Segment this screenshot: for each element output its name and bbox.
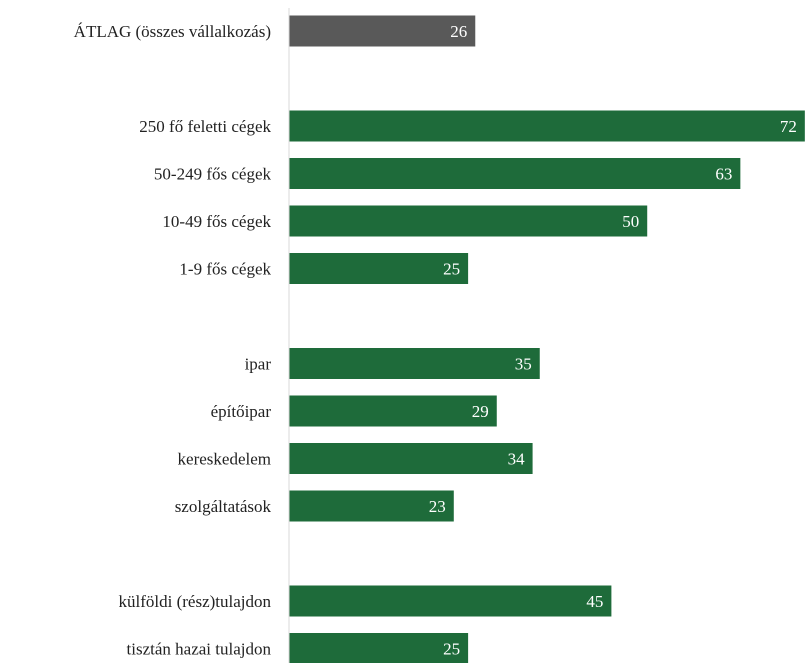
bar-value-label: 23 [429,497,446,516]
bar-value-label: 50 [622,212,639,231]
category-label: 1-9 fős cégek [179,260,271,279]
bar-value-label: 35 [515,355,532,374]
category-label: tisztán hazai tulajdon [127,640,272,659]
bar [289,585,612,617]
bar-value-label: 63 [715,165,732,184]
bar [289,348,540,379]
category-label: szolgáltatások [175,497,272,516]
bars-layer: 26 72 63 50 25 35 29 34 23 45 25 [289,15,805,663]
bar [289,15,476,47]
bar [289,205,648,237]
bar [289,490,454,522]
category-label: ipar [245,355,272,374]
category-label: 50-249 fős cégek [154,165,272,184]
bar-value-label: 34 [508,450,526,469]
category-label: 10-49 fős cégek [162,212,271,231]
category-label: építőipar [211,402,272,421]
bar [289,158,741,189]
category-label: 250 fő feletti cégek [139,117,271,136]
bar-value-label: 45 [586,592,603,611]
category-label: ÁTLAG (összes vállalkozás) [74,22,271,41]
bar [289,395,497,427]
bar-value-label: 25 [443,260,460,279]
bar-value-label: 26 [450,22,467,41]
bar [289,443,533,474]
bar [289,253,469,284]
category-label: külföldi (rész)tulajdon [119,592,272,611]
category-label: kereskedelem [178,450,271,469]
labels-layer: ÁTLAG (összes vállalkozás) 250 fő feletti… [74,22,272,659]
bar [289,110,805,142]
bar-value-label: 72 [780,117,797,136]
bar-value-label: 25 [443,640,460,659]
bar-value-label: 29 [472,402,489,421]
bar [289,633,469,663]
